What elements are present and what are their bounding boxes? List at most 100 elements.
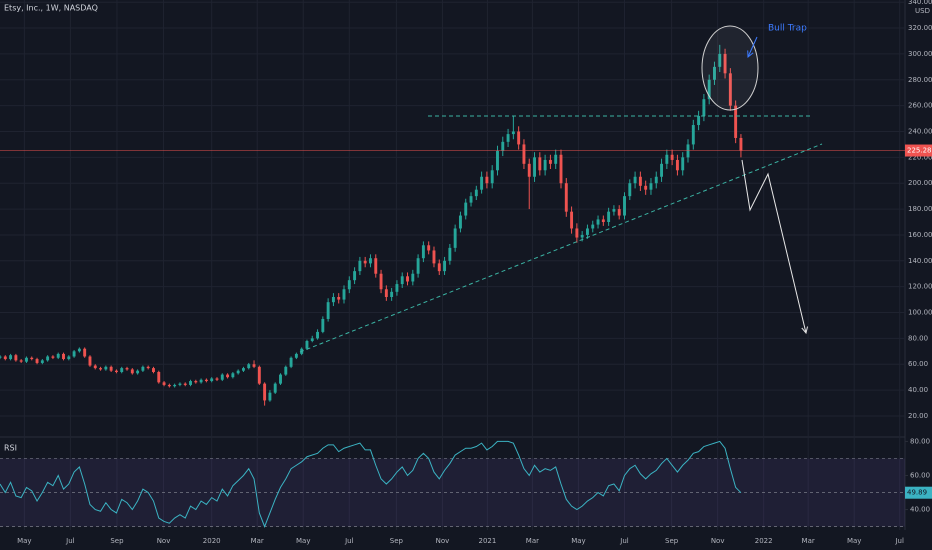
candle-body <box>400 276 404 285</box>
y-tick-label: 140.00 <box>908 257 932 265</box>
candle-body <box>40 360 44 363</box>
candle-body <box>194 381 198 383</box>
candle-body <box>437 263 441 272</box>
candle-body <box>294 353 298 358</box>
candle-body <box>474 189 478 197</box>
candle-body <box>723 53 727 74</box>
candle-body <box>369 258 372 264</box>
candle-body <box>183 383 187 385</box>
candle-body <box>215 378 219 380</box>
candle-body <box>638 176 642 186</box>
y-tick-label: 180.00 <box>908 205 932 213</box>
candle-body <box>88 356 92 366</box>
x-tick-label: Nov <box>711 537 725 545</box>
candle-body <box>713 66 716 80</box>
x-tick-label: May <box>17 537 31 545</box>
candle-body <box>167 384 171 387</box>
highlight-ellipse <box>701 25 759 111</box>
x-tick-label: May <box>296 537 310 545</box>
candle-body <box>522 144 526 164</box>
x-tick-label: Jul <box>619 537 629 545</box>
rsi-tick-label: 60.00 <box>910 471 930 479</box>
candle-body <box>554 154 558 164</box>
candle-body <box>448 247 452 261</box>
grid <box>0 0 905 530</box>
candle-body <box>93 365 97 369</box>
y-tick-label: 320.00 <box>908 24 932 32</box>
candle-body <box>337 297 341 300</box>
candle-body <box>506 134 510 142</box>
candle-body <box>533 157 536 177</box>
candle-body <box>395 284 399 292</box>
candle-body <box>326 302 330 319</box>
x-tick-label: May <box>571 537 585 545</box>
chart-title: Etsy, Inc., 1W, NASDAQ <box>4 4 98 13</box>
trend-line <box>299 143 823 353</box>
candle-body <box>432 250 436 264</box>
candle-body <box>189 381 192 385</box>
candle-body <box>72 351 76 357</box>
candle-body <box>416 258 420 274</box>
candle-body <box>347 280 351 290</box>
x-tick-label: May <box>847 537 861 545</box>
candle-body <box>501 141 505 151</box>
candle-body <box>601 219 605 223</box>
rsi-last-box <box>905 486 932 499</box>
candle-body <box>199 379 203 383</box>
candle-body <box>99 368 103 370</box>
candle-body <box>691 125 695 145</box>
candle-body <box>654 176 658 184</box>
candle-body <box>458 215 462 229</box>
candle-body <box>136 370 140 374</box>
rsi-last-label: 49.89 <box>907 489 927 497</box>
candle-body <box>728 73 732 106</box>
rsi-tick-label: 40.00 <box>910 506 930 514</box>
y-tick-label: 40.00 <box>908 386 928 394</box>
candle-body <box>321 318 325 332</box>
candle-body <box>62 353 65 360</box>
candle-body <box>241 368 245 371</box>
candle-body <box>152 368 155 372</box>
candle-body <box>374 258 378 274</box>
candle-body <box>559 154 563 184</box>
candle-body <box>316 331 319 339</box>
candle-body <box>675 159 679 171</box>
candle-body <box>644 185 648 190</box>
candle-body <box>342 289 346 300</box>
labels: May Jul Sep Nov 2020 Mar May Jul Sep Nov 2021 Mar Ma… <box>17 0 932 545</box>
candle-body <box>517 131 521 145</box>
candle-body <box>390 291 394 298</box>
y-tick-label: 20.00 <box>908 412 928 420</box>
candle-body <box>204 379 208 382</box>
last-price-label: 225.28 <box>907 147 932 155</box>
candle-body <box>379 273 383 290</box>
candle-body <box>162 382 166 385</box>
candle-body <box>178 383 182 385</box>
candle-body <box>718 53 722 67</box>
candle-body <box>109 366 113 371</box>
candle-body <box>14 355 18 361</box>
candle-body <box>353 271 357 281</box>
price-plot <box>0 44 905 406</box>
candle-body <box>596 219 600 225</box>
candle-body <box>9 355 13 360</box>
candle-body <box>83 348 87 357</box>
candle-body <box>623 196 626 216</box>
candle-body <box>538 157 542 171</box>
candle-body <box>670 154 674 160</box>
rsi-line <box>0 440 742 528</box>
candle-body <box>543 159 547 171</box>
candle-body <box>707 79 711 100</box>
candle-body <box>35 359 39 363</box>
candle-body <box>305 340 309 349</box>
annotation: Bull Trap <box>768 24 807 34</box>
rsi-plot <box>0 440 905 528</box>
x-tick-label: 2020 <box>203 537 221 545</box>
indicator-name: RSI <box>4 444 17 453</box>
candle-body <box>427 245 431 251</box>
candle-body <box>141 366 145 371</box>
candle-body <box>120 368 124 372</box>
candle-body <box>268 392 272 401</box>
candle-body <box>633 176 637 184</box>
